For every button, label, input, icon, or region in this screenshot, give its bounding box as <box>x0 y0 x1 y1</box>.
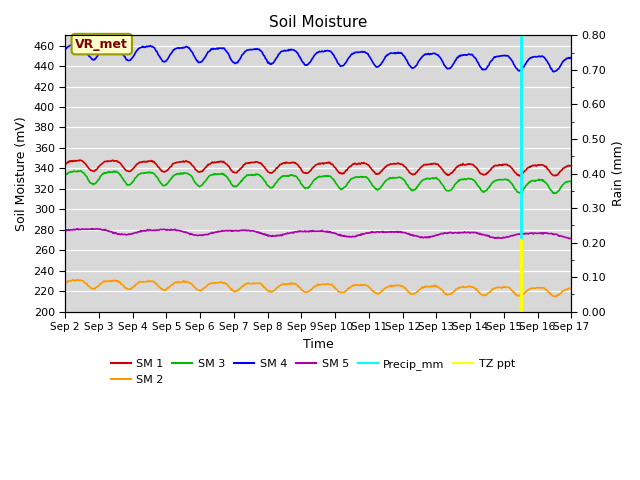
Text: VR_met: VR_met <box>76 37 128 50</box>
Y-axis label: Rain (mm): Rain (mm) <box>612 141 625 206</box>
X-axis label: Time: Time <box>303 337 333 351</box>
Y-axis label: Soil Moisture (mV): Soil Moisture (mV) <box>15 116 28 231</box>
Title: Soil Moisture: Soil Moisture <box>269 15 367 30</box>
Legend: SM 1, SM 2, SM 3, SM 4, SM 5, Precip_mm, TZ ppt: SM 1, SM 2, SM 3, SM 4, SM 5, Precip_mm,… <box>106 355 520 389</box>
